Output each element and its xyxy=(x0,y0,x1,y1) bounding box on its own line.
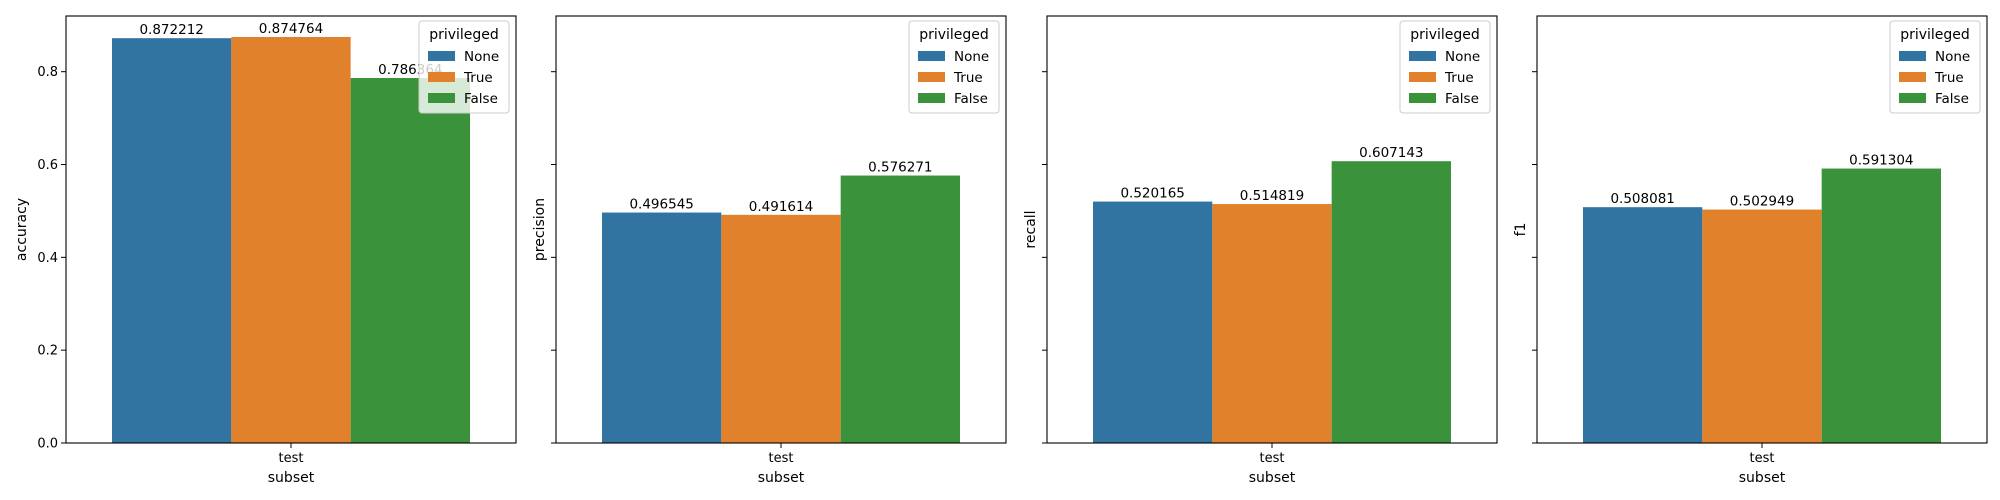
legend-swatch-false xyxy=(1899,93,1926,103)
bar-recall-none xyxy=(1093,201,1213,443)
chart-panel-f1: test subset f1 0.508081 0.502949 0.591304 priv… xyxy=(1513,15,1988,486)
data-label-accuracy-none: 0.872212 xyxy=(139,22,203,38)
legend-label-none: None xyxy=(464,49,499,65)
bar-precision-none xyxy=(602,212,722,443)
data-label-recall-true: 0.514819 xyxy=(1240,188,1304,204)
x-tick-label: test xyxy=(1750,451,1775,466)
legend-label-none: None xyxy=(954,49,989,65)
legend-swatch-none xyxy=(1409,51,1436,61)
x-axis-label: subset xyxy=(758,470,805,486)
legend-label-false: False xyxy=(1445,91,1479,107)
legend-box xyxy=(418,20,510,114)
bar-f1-none xyxy=(1583,207,1703,443)
legend-label-true: True xyxy=(953,70,983,86)
x-tick-label: test xyxy=(279,451,304,466)
bar-recall-false xyxy=(1331,161,1451,443)
legend-label-false: False xyxy=(1935,91,1969,107)
legend-swatch-false xyxy=(1409,93,1436,103)
bar-recall-true xyxy=(1212,204,1332,443)
bar-accuracy-true xyxy=(231,36,351,444)
legend-swatch-none xyxy=(1899,51,1926,61)
x-tick-label: test xyxy=(769,451,794,466)
y-axis-label: precision xyxy=(532,198,548,261)
chart-panel-accuracy: 0.0 0.2 0.4 0.6 0.8 test subset accuracy 0.87221… xyxy=(14,15,517,486)
data-label-recall-none: 0.520165 xyxy=(1120,186,1184,202)
legend-swatch-true xyxy=(918,72,945,82)
bar-f1-false xyxy=(1821,168,1941,444)
y-axis-label: recall xyxy=(1023,210,1039,248)
legend-label-false: False xyxy=(954,91,988,107)
legend-box xyxy=(1399,20,1491,114)
legend-label-false: False xyxy=(464,91,498,107)
legend-label-true: True xyxy=(463,70,493,86)
chart-panel-recall: test subset recall 0.520165 0.514819 0.607143… xyxy=(1023,15,1498,486)
legend-swatch-none xyxy=(428,51,455,61)
legend-label-true: True xyxy=(1934,70,1964,86)
legend-swatch-true xyxy=(1899,72,1926,82)
legend: privileged None True False xyxy=(908,20,1000,114)
x-axis-label: subset xyxy=(1739,470,1786,486)
bar-precision-true xyxy=(721,214,841,443)
data-label-precision-false: 0.576271 xyxy=(868,160,932,176)
data-label-accuracy-true: 0.874764 xyxy=(259,21,323,37)
legend: privileged None True False xyxy=(1399,20,1491,114)
legend-title: privileged xyxy=(919,27,989,43)
x-axis-label: subset xyxy=(268,470,315,486)
legend-swatch-false xyxy=(918,93,945,103)
y-tick-label: 0.0 xyxy=(37,437,58,452)
y-tick-label: 0.2 xyxy=(37,344,58,359)
legend-label-none: None xyxy=(1445,49,1480,65)
chart-panel-precision: test subset precision 0.496545 0.491614 0.576… xyxy=(532,15,1007,486)
y-axis-label: f1 xyxy=(1513,223,1529,237)
legend-label-none: None xyxy=(1935,49,1970,65)
data-label-recall-false: 0.607143 xyxy=(1359,145,1423,161)
legend-swatch-true xyxy=(428,72,455,82)
legend-title: privileged xyxy=(1410,27,1480,43)
legend-label-true: True xyxy=(1444,70,1474,86)
legend-title: privileged xyxy=(1900,27,1970,43)
x-tick-label: test xyxy=(1260,451,1285,466)
data-label-f1-none: 0.508081 xyxy=(1610,191,1674,207)
y-tick-label: 0.8 xyxy=(37,65,58,80)
legend: privileged None True False xyxy=(1889,20,1981,114)
legend-title: privileged xyxy=(429,27,499,43)
legend-swatch-none xyxy=(918,51,945,61)
y-axis-label: accuracy xyxy=(14,198,30,261)
data-label-f1-false: 0.591304 xyxy=(1849,153,1913,169)
legend-box xyxy=(908,20,1000,114)
data-label-precision-true: 0.491614 xyxy=(749,199,813,215)
bar-accuracy-none xyxy=(112,38,232,443)
legend-box xyxy=(1889,20,1981,114)
legend: privileged None True False xyxy=(418,20,510,114)
bar-f1-true xyxy=(1702,209,1822,443)
y-tick-label: 0.6 xyxy=(37,158,58,173)
data-label-f1-true: 0.502949 xyxy=(1730,194,1794,210)
y-tick-label: 0.4 xyxy=(37,251,58,266)
data-label-precision-none: 0.496545 xyxy=(629,197,693,213)
legend-swatch-false xyxy=(428,93,455,103)
bar-accuracy-false xyxy=(350,78,470,443)
x-axis-label: subset xyxy=(1249,470,1296,486)
bar-precision-false xyxy=(840,175,960,443)
legend-swatch-true xyxy=(1409,72,1436,82)
